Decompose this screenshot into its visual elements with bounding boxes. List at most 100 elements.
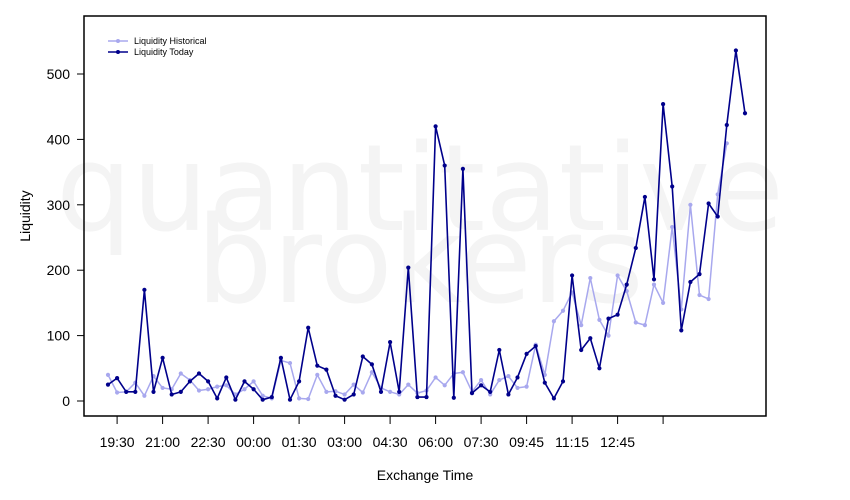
x-axis: 19:30 21:00 22:30 00:00 01:30 03:00 04:30 06:00… bbox=[100, 416, 664, 450]
data-point bbox=[278, 355, 283, 360]
data-point bbox=[624, 282, 629, 287]
data-point bbox=[242, 379, 247, 384]
data-point bbox=[151, 389, 156, 394]
data-point bbox=[251, 387, 256, 392]
data-point bbox=[342, 397, 347, 402]
data-point bbox=[105, 382, 111, 387]
data-point bbox=[397, 389, 402, 394]
series-today bbox=[105, 48, 748, 402]
data-point bbox=[524, 351, 529, 357]
data-point bbox=[424, 394, 429, 400]
x-tick-label: 04:30 bbox=[373, 434, 408, 450]
x-tick-label: 03:00 bbox=[327, 434, 362, 450]
data-point bbox=[215, 384, 220, 389]
data-point bbox=[515, 375, 520, 380]
data-point bbox=[369, 362, 374, 367]
data-point bbox=[497, 377, 502, 383]
data-point bbox=[306, 396, 311, 402]
data-point bbox=[442, 383, 447, 388]
data-point bbox=[688, 202, 693, 207]
data-point bbox=[433, 375, 438, 380]
data-point bbox=[260, 397, 265, 402]
x-tick-label: 12:45 bbox=[600, 434, 635, 450]
legend-label: Liquidity Today bbox=[134, 47, 194, 57]
data-point bbox=[333, 393, 338, 398]
x-tick-label: 00:00 bbox=[236, 434, 271, 450]
data-point bbox=[579, 323, 584, 328]
data-point bbox=[606, 316, 611, 321]
data-point bbox=[142, 287, 147, 292]
data-point bbox=[287, 360, 293, 366]
data-point bbox=[488, 389, 493, 394]
data-point bbox=[597, 317, 602, 322]
data-point bbox=[506, 374, 511, 379]
data-point bbox=[542, 380, 547, 385]
data-point bbox=[251, 379, 256, 384]
data-point bbox=[297, 379, 302, 384]
data-point bbox=[479, 383, 484, 388]
y-tick-label: 200 bbox=[47, 262, 71, 278]
y-tick-label: 400 bbox=[47, 131, 71, 147]
data-point bbox=[215, 396, 220, 401]
data-point bbox=[315, 372, 320, 377]
data-point bbox=[560, 379, 566, 384]
data-point bbox=[642, 194, 648, 200]
legend-marker bbox=[116, 50, 120, 54]
data-point bbox=[551, 319, 557, 324]
data-point bbox=[115, 376, 120, 381]
data-point bbox=[524, 384, 529, 389]
data-point bbox=[315, 363, 320, 368]
data-point bbox=[105, 372, 111, 377]
data-point bbox=[551, 396, 557, 401]
data-point bbox=[479, 377, 484, 383]
data-point bbox=[633, 320, 638, 325]
data-point bbox=[178, 371, 183, 376]
data-point bbox=[242, 387, 247, 392]
data-point bbox=[515, 385, 520, 391]
data-point bbox=[715, 192, 720, 197]
data-point bbox=[378, 389, 384, 394]
plot-frame bbox=[83, 15, 767, 417]
x-tick-label: 21:00 bbox=[145, 434, 180, 450]
data-point bbox=[579, 347, 584, 353]
data-point bbox=[196, 388, 202, 393]
data-point bbox=[406, 382, 411, 387]
data-point bbox=[633, 245, 638, 251]
data-point bbox=[260, 393, 265, 398]
y-tick-label: 300 bbox=[47, 197, 71, 213]
data-point bbox=[597, 366, 602, 371]
series-layer bbox=[105, 48, 748, 402]
data-point bbox=[651, 277, 657, 282]
data-point bbox=[679, 328, 684, 333]
data-point bbox=[742, 111, 748, 116]
data-point bbox=[324, 389, 329, 394]
data-point bbox=[606, 333, 611, 338]
data-point bbox=[124, 389, 129, 394]
data-point bbox=[342, 392, 347, 397]
data-point bbox=[269, 394, 274, 400]
data-point bbox=[724, 122, 729, 128]
data-point bbox=[224, 383, 229, 388]
legend-marker bbox=[116, 39, 120, 43]
data-point bbox=[351, 392, 356, 397]
x-axis-title: Exchange Time bbox=[377, 467, 474, 483]
data-point bbox=[360, 354, 365, 359]
data-point bbox=[406, 265, 411, 270]
data-point bbox=[688, 279, 693, 285]
data-point bbox=[661, 300, 666, 305]
data-point bbox=[142, 393, 147, 398]
data-point bbox=[351, 382, 356, 387]
data-point bbox=[588, 275, 593, 281]
data-point bbox=[570, 273, 575, 278]
data-point bbox=[670, 184, 675, 189]
data-point bbox=[697, 292, 702, 298]
y-axis-title: Liquidity bbox=[17, 190, 33, 241]
data-point bbox=[670, 224, 675, 230]
data-point bbox=[469, 391, 475, 396]
y-axis: 0 100 200 300 400 500 bbox=[47, 66, 84, 409]
data-point bbox=[224, 375, 229, 380]
data-point bbox=[642, 323, 648, 328]
data-point bbox=[433, 124, 438, 129]
legend-label: Liquidity Historical bbox=[134, 36, 207, 46]
data-point bbox=[415, 394, 420, 400]
